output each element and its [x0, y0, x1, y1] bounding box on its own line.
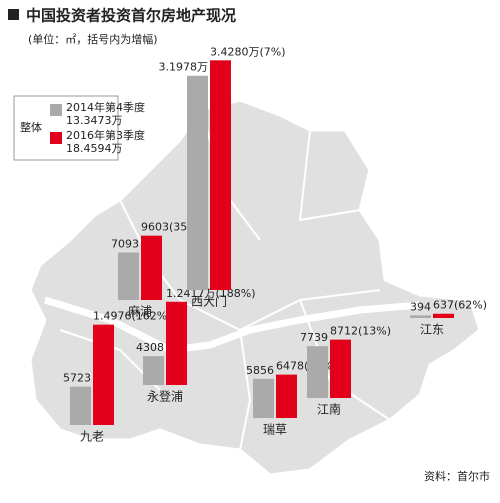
- bar: [410, 315, 431, 318]
- category-label: 瑞草: [263, 423, 287, 437]
- data-label: 4308: [136, 341, 164, 354]
- legend-group: 整体: [20, 120, 42, 134]
- river: [43, 296, 421, 354]
- legend-box: [13, 95, 119, 161]
- bar: [330, 339, 351, 398]
- bar: [253, 378, 274, 418]
- category-label: 麻浦: [128, 304, 152, 319]
- legend-label: 2014年第4季度: [66, 100, 145, 114]
- legend-swatch: [50, 104, 62, 116]
- bar: [187, 75, 208, 290]
- category-label: 江东: [420, 323, 444, 337]
- data-label: 7093: [111, 237, 139, 250]
- data-label: 637(62%): [433, 299, 487, 312]
- bar: [307, 346, 328, 398]
- bar: [93, 324, 114, 425]
- data-label: 9603(35%): [141, 221, 202, 234]
- bar: [166, 301, 187, 385]
- bar: [210, 60, 231, 290]
- title-mark: [8, 9, 19, 20]
- category-label: 九老: [80, 430, 104, 444]
- legend-total: 13.3473万: [66, 114, 123, 127]
- subtitle: (单位：㎡，括号内为增幅): [28, 32, 158, 46]
- bar: [118, 252, 139, 300]
- legend-label: 2016年第3季度: [66, 128, 145, 142]
- category-label: 江南: [317, 402, 341, 417]
- bar: [433, 313, 454, 318]
- data-label: 1.2417万(188%): [166, 287, 256, 300]
- legend-swatch: [50, 132, 62, 144]
- source: 资料：首尔市: [424, 469, 490, 483]
- data-label: 8712(13%): [330, 325, 391, 338]
- data-label: 7739: [300, 331, 328, 344]
- data-label: 3.4280万(7%): [210, 45, 286, 58]
- data-label: 5856: [246, 364, 274, 377]
- data-label: 5723: [63, 372, 91, 385]
- category-label: 永登浦: [147, 389, 183, 404]
- legend-total: 18.4594万: [66, 142, 123, 155]
- data-label: 3.1978万: [159, 61, 209, 74]
- bar: [141, 235, 162, 300]
- data-label: 1.4976(162%): [93, 310, 172, 323]
- bar: [143, 356, 164, 385]
- chart-title: 中国投资者投资首尔房地产现况: [26, 7, 236, 25]
- category-label: 西大门: [191, 294, 227, 309]
- bar: [276, 374, 297, 418]
- bar: [70, 386, 91, 425]
- data-label: 394: [410, 300, 431, 313]
